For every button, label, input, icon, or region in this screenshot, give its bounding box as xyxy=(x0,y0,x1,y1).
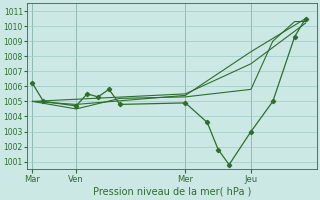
X-axis label: Pression niveau de la mer( hPa ): Pression niveau de la mer( hPa ) xyxy=(92,187,251,197)
